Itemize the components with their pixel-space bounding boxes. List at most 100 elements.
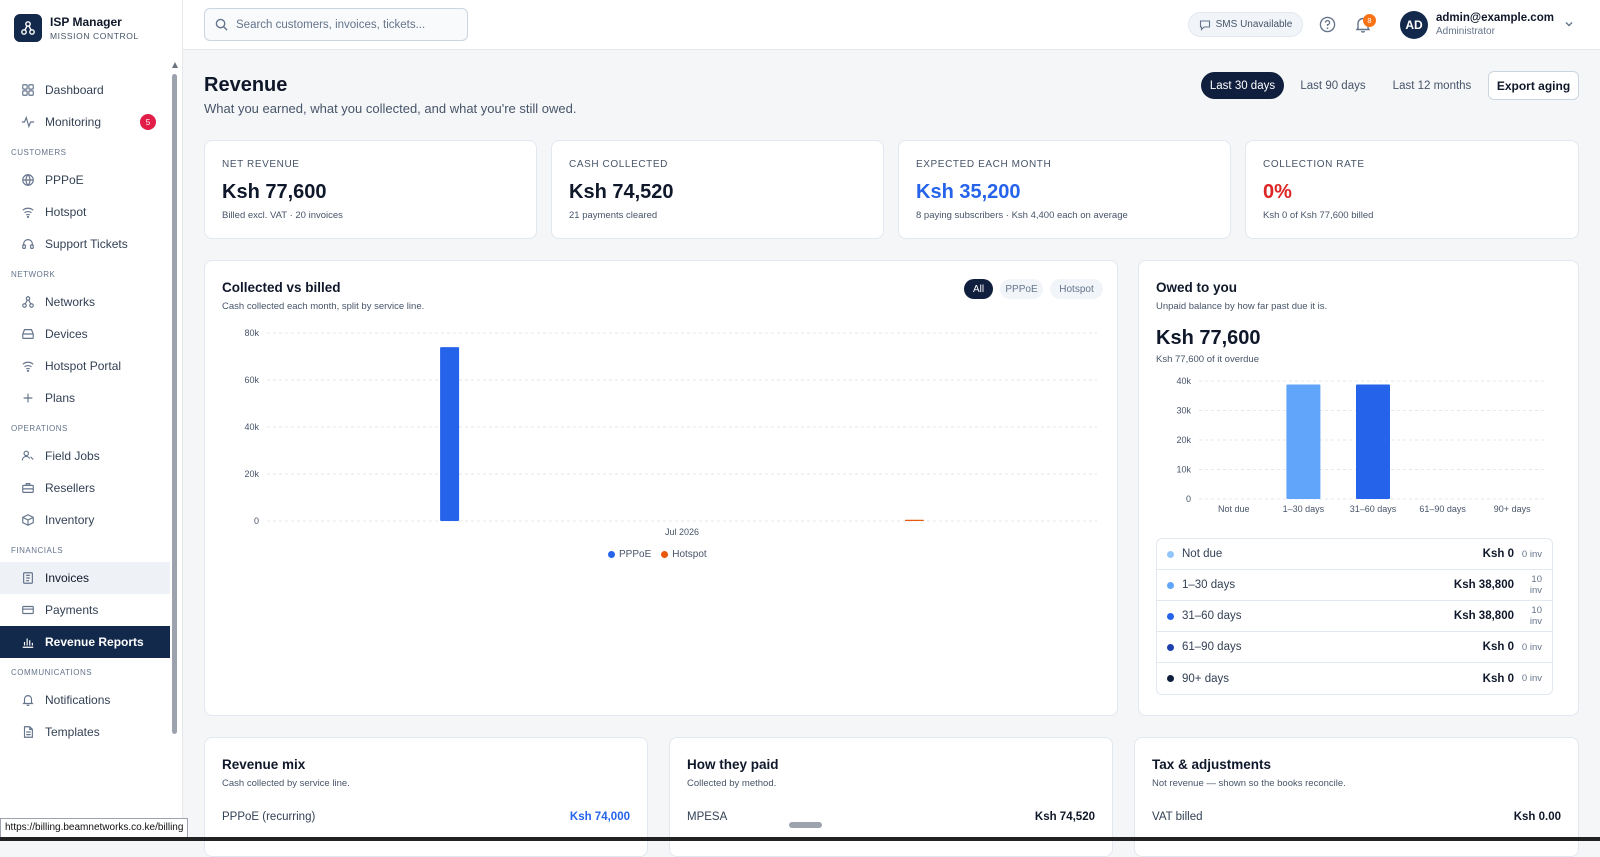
sidebar-item-field-jobs[interactable]: Field Jobs: [0, 440, 170, 472]
sms-status-chip[interactable]: SMS Unavailable: [1188, 12, 1303, 37]
topbar: SMS Unavailable 8 AD admin@example.com A…: [183, 0, 1600, 50]
sidebar-item-networks[interactable]: Networks: [0, 286, 170, 318]
sidebar-item-label: Networks: [45, 295, 96, 309]
x-tick-label: 90+ days: [1494, 504, 1531, 514]
search-box[interactable]: [204, 8, 468, 41]
sidebar-item-notifications[interactable]: Notifications: [0, 684, 170, 716]
brand[interactable]: ISP Manager MISSION CONTROL: [14, 14, 139, 42]
kpi-card-collection-rate: COLLECTION RATE 0% Ksh 0 of Ksh 77,600 b…: [1245, 140, 1579, 239]
aging-bar[interactable]: [1356, 384, 1390, 499]
headset-icon: [20, 237, 35, 252]
kpi-label: COLLECTION RATE: [1263, 159, 1365, 170]
filter-all[interactable]: All: [964, 279, 993, 299]
bar-hotspot[interactable]: [904, 519, 924, 521]
owed-to-you-card: Owed to you Unpaid balance by how far pa…: [1138, 260, 1579, 716]
sidebar-item-plans[interactable]: Plans: [0, 382, 170, 414]
aging-row: 90+ days Ksh 0 0 inv: [1157, 663, 1552, 694]
user-menu[interactable]: admin@example.com Administrator: [1436, 11, 1554, 38]
aging-count: 10 inv: [1529, 574, 1542, 596]
sidebar-item-resellers[interactable]: Resellers: [0, 472, 170, 504]
row-label: MPESA: [687, 811, 728, 823]
kpi-note: Billed excl. VAT · 20 invoices: [222, 210, 343, 221]
sidebar-item-label: Support Tickets: [45, 237, 128, 251]
aging-label: 61–90 days: [1182, 641, 1242, 653]
sidebar-item-inventory[interactable]: Inventory: [0, 504, 170, 536]
sidebar-item-hotspot-portal[interactable]: Hotspot Portal: [0, 350, 170, 382]
card-title: Owed to you: [1156, 280, 1237, 295]
document-icon: [20, 725, 35, 740]
sidebar-item-templates[interactable]: Templates: [0, 716, 170, 748]
sidebar-item-label: Resellers: [45, 481, 96, 495]
y-tick-label: 60k: [244, 375, 259, 385]
sidebar-item-label: Field Jobs: [45, 449, 100, 463]
aging-row: Not due Ksh 0 0 inv: [1157, 539, 1552, 570]
legend-swatch-hotspot: [661, 551, 669, 558]
sidebar-item-label: Inventory: [45, 513, 95, 527]
network-icon: [20, 295, 35, 310]
aging-swatch: [1167, 581, 1174, 589]
aging-swatch: [1167, 612, 1174, 620]
aging-row: 1–30 days Ksh 38,800 10 inv: [1157, 570, 1552, 601]
legend-label-pppoe: PPPoE: [619, 549, 652, 560]
aging-count: 0 inv: [1521, 673, 1542, 684]
filter-hotspot[interactable]: Hotspot: [1050, 279, 1103, 299]
aging-row: 31–60 days Ksh 38,800 10 inv: [1157, 601, 1552, 632]
wifi-icon: [20, 205, 35, 220]
sidebar-item-support-tickets[interactable]: Support Tickets: [0, 228, 170, 260]
x-tick-label: 1–30 days: [1283, 504, 1325, 514]
sidebar-item-payments[interactable]: Payments: [0, 594, 170, 626]
aging-amount: Ksh 38,800: [1453, 610, 1514, 622]
avatar[interactable]: AD: [1400, 11, 1428, 39]
user-role: Administrator: [1436, 26, 1495, 37]
chevron-down-icon[interactable]: [1564, 19, 1574, 29]
sidebar-nav: Dashboard Monitoring 5 CUSTOMERS PPPoE Hotspo…: [0, 74, 170, 748]
chart-legend: PPPoE Hotspot: [608, 549, 707, 560]
sidebar-item-revenue-reports[interactable]: Revenue Reports: [0, 626, 170, 658]
y-tick-label: 40k: [1176, 376, 1191, 386]
sidebar-item-dashboard[interactable]: Dashboard: [0, 74, 170, 106]
sidebar-section-heading: OPERATIONS: [11, 424, 68, 433]
sidebar-item-label: Revenue Reports: [45, 635, 144, 649]
sidebar-item-label: Dashboard: [45, 83, 104, 97]
scroll-up-arrow-icon[interactable]: [172, 62, 178, 68]
y-tick-label: 20k: [1176, 435, 1191, 445]
sidebar-scrollbar[interactable]: [171, 62, 178, 734]
message-icon: [1199, 19, 1210, 31]
sidebar-item-label: Devices: [45, 327, 88, 341]
search-input[interactable]: [236, 18, 446, 31]
sidebar-item-invoices[interactable]: Invoices: [0, 562, 170, 594]
range-last-12-months[interactable]: Last 12 months: [1392, 79, 1472, 92]
card-subtitle: Cash collected each month, split by serv…: [222, 301, 425, 312]
resize-handle[interactable]: [789, 822, 822, 828]
user-wrench-icon: [20, 449, 35, 464]
sidebar-item-label: Plans: [45, 391, 76, 405]
sidebar-item-monitoring[interactable]: Monitoring 5: [0, 106, 170, 138]
sidebar: ISP Manager MISSION CONTROL Dashboard Mon…: [0, 0, 183, 841]
aging-label: 31–60 days: [1182, 610, 1242, 622]
aging-row: 61–90 days Ksh 0 0 inv: [1157, 632, 1552, 663]
aging-count: 10 inv: [1529, 605, 1542, 627]
aging-amount: Ksh 0: [1482, 672, 1514, 685]
help-icon[interactable]: [1319, 16, 1336, 33]
briefcase-icon: [20, 481, 35, 496]
aging-bar[interactable]: [1286, 384, 1321, 499]
sidebar-item-hotspot[interactable]: Hotspot: [0, 196, 170, 228]
kpi-card-net-revenue: NET REVENUE Ksh 77,600 Billed excl. VAT …: [204, 140, 537, 239]
sidebar-item-devices[interactable]: Devices: [0, 318, 170, 350]
range-last-30-days[interactable]: Last 30 days: [1201, 72, 1284, 99]
x-tick-label: 61–90 days: [1419, 504, 1466, 514]
router-icon: [20, 327, 35, 342]
scrollbar-thumb[interactable]: [172, 74, 177, 734]
export-aging-button[interactable]: Export aging: [1488, 71, 1579, 100]
range-last-90-days[interactable]: Last 90 days: [1300, 79, 1366, 92]
aging-swatch: [1167, 675, 1174, 682]
kpi-note: 8 paying subscribers · Ksh 4,400 each on…: [916, 210, 1128, 221]
kpi-note: Ksh 0 of Ksh 77,600 billed: [1263, 210, 1374, 221]
y-tick-label: 80k: [244, 328, 259, 338]
aging-amount: Ksh 0: [1482, 548, 1514, 560]
bar-pppoe[interactable]: [440, 347, 460, 521]
aging-amount: Ksh 38,800: [1453, 579, 1514, 591]
filter-pppoe[interactable]: PPPoE: [1000, 279, 1043, 299]
card-title: Revenue mix: [222, 757, 306, 772]
sidebar-item-pppoe[interactable]: PPPoE: [0, 164, 170, 196]
